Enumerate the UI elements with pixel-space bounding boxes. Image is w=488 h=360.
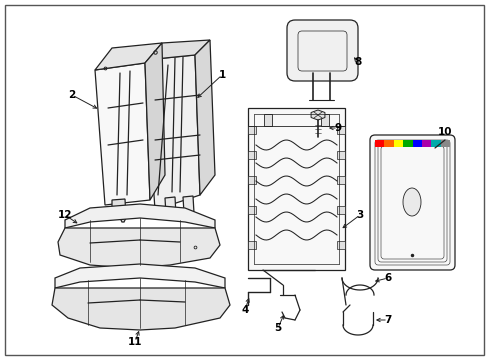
FancyBboxPatch shape	[369, 135, 454, 270]
Ellipse shape	[402, 188, 420, 216]
Bar	[247, 176, 256, 184]
Polygon shape	[112, 199, 126, 222]
Text: 12: 12	[58, 210, 72, 220]
Bar	[247, 126, 256, 134]
Polygon shape	[52, 288, 229, 330]
FancyBboxPatch shape	[247, 108, 345, 270]
Text: 2: 2	[68, 90, 76, 100]
Polygon shape	[164, 197, 176, 215]
Polygon shape	[95, 43, 162, 70]
Bar	[336, 151, 345, 159]
Bar	[336, 206, 345, 214]
Bar	[264, 114, 271, 126]
Text: 6: 6	[384, 273, 391, 283]
Text: 9: 9	[334, 123, 341, 133]
Polygon shape	[195, 40, 215, 195]
Bar	[247, 241, 256, 249]
Bar	[384, 140, 393, 147]
Text: 8: 8	[354, 57, 361, 67]
Bar	[247, 151, 256, 159]
Text: 11: 11	[127, 337, 142, 347]
Polygon shape	[183, 196, 194, 213]
Bar	[320, 114, 328, 126]
Bar	[336, 176, 345, 184]
Polygon shape	[95, 63, 150, 205]
Bar	[336, 241, 345, 249]
Bar	[393, 140, 402, 147]
Bar	[247, 206, 256, 214]
Polygon shape	[145, 40, 209, 60]
Text: 4: 4	[241, 305, 248, 315]
Bar	[430, 140, 440, 147]
Bar	[374, 140, 384, 147]
Bar	[421, 140, 430, 147]
Text: 3: 3	[356, 210, 363, 220]
Polygon shape	[310, 110, 324, 120]
Polygon shape	[145, 55, 200, 210]
Polygon shape	[145, 43, 164, 200]
Bar	[402, 140, 412, 147]
Polygon shape	[55, 264, 224, 288]
Text: 10: 10	[437, 127, 451, 137]
Text: 7: 7	[384, 315, 391, 325]
Text: 5: 5	[274, 323, 281, 333]
Bar	[336, 126, 345, 134]
Polygon shape	[58, 228, 220, 268]
FancyBboxPatch shape	[286, 20, 357, 81]
Text: 1: 1	[218, 70, 225, 80]
Polygon shape	[65, 204, 215, 228]
Bar	[440, 140, 449, 147]
Bar	[412, 140, 421, 147]
